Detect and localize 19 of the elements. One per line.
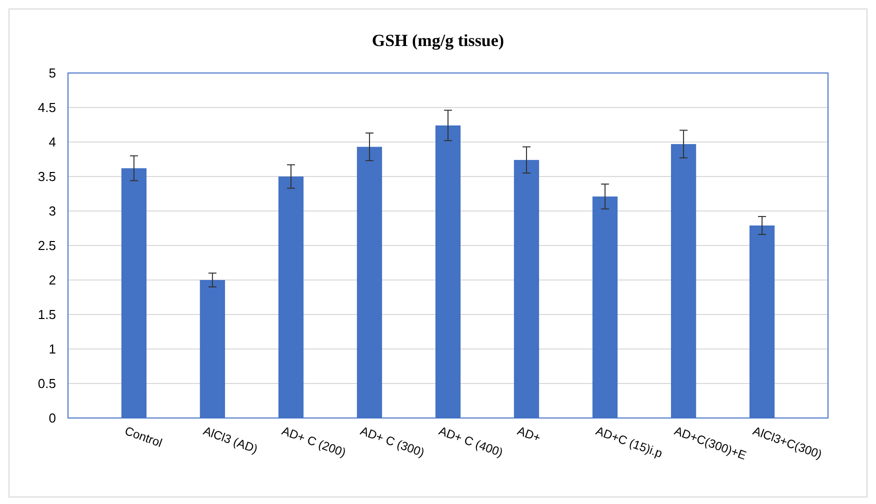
- x-tick-label: AD+C (15)i.p: [594, 424, 665, 461]
- y-tick-label: 4.5: [38, 100, 56, 116]
- y-tick-label: 4: [48, 134, 56, 150]
- y-tick-label: 3.5: [38, 169, 56, 184]
- x-tick-label: AlCl3 (AD): [201, 424, 260, 456]
- x-tick-label: AD+ C (200): [280, 424, 348, 460]
- x-tick-label: AD+ C (400): [436, 424, 505, 460]
- y-tick-label: 3: [48, 204, 56, 219]
- x-tick-label: Control: [122, 424, 164, 450]
- y-tick-label: 1: [48, 342, 56, 357]
- y-tick-label: 5: [48, 66, 56, 81]
- y-tick-label: 1.5: [38, 307, 56, 322]
- x-tick-label: AD+: [515, 424, 543, 445]
- y-tick-label: 2: [48, 272, 56, 288]
- y-tick-label: 2.5: [38, 238, 56, 254]
- y-tick-label: 0.5: [38, 376, 56, 392]
- chart-title: GSH (mg/g tissue): [372, 31, 504, 50]
- y-tick-label: 0: [48, 410, 56, 426]
- x-tick-label: AD+ C (300): [358, 424, 426, 460]
